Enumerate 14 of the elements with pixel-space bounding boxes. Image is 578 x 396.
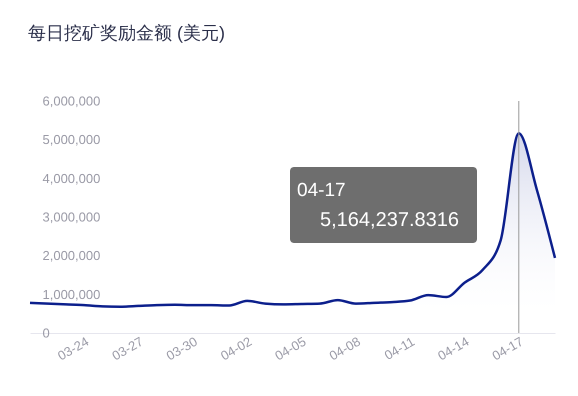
annotation: 04-17 — [297, 180, 346, 201]
x-tick-label: 04-02 — [218, 334, 254, 364]
x-tick-label: 03-30 — [164, 334, 200, 364]
y-tick-label: 3,000,000 — [42, 210, 100, 224]
annotation: 5,164,237.8316 — [320, 209, 460, 231]
y-tick-label: 0 — [42, 326, 50, 340]
x-tick-label: 04-08 — [326, 334, 363, 364]
chart-title: 每日挖矿奖励金额 (美元) — [28, 23, 225, 43]
y-tick-label: 1,000,000 — [42, 286, 100, 302]
y-tick-label: 5,000,000 — [42, 132, 100, 148]
x-tick-label: 04-11 — [382, 334, 418, 363]
y-tick-label: 6,000,000 — [42, 94, 100, 108]
y-tick-label: 4,000,000 — [42, 170, 100, 186]
y-tick-label: 2,000,000 — [42, 248, 100, 264]
